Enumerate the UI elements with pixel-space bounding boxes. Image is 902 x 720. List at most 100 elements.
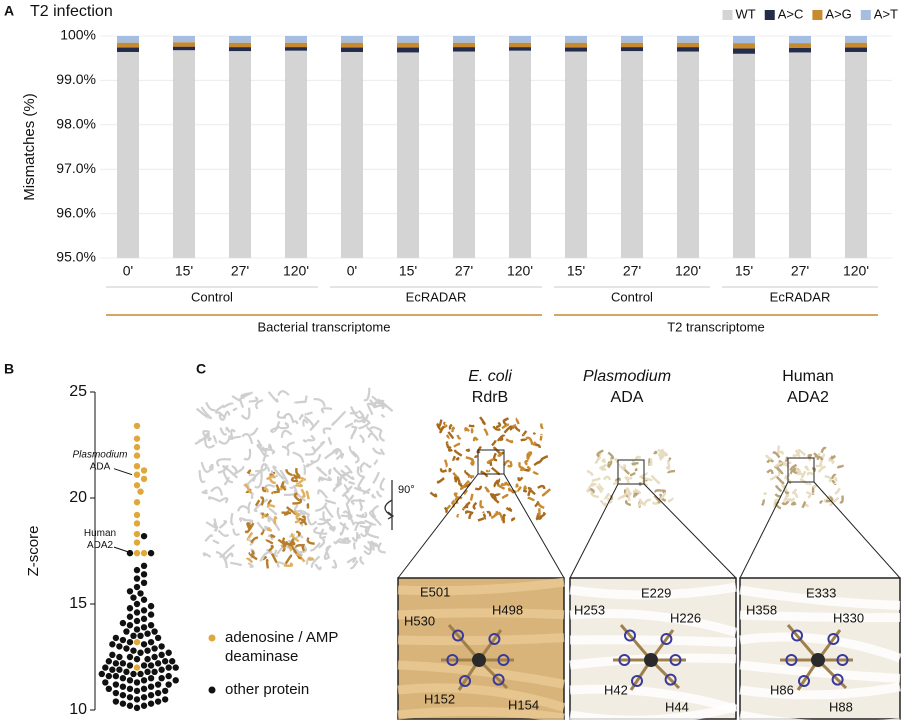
ribbon (816, 455, 824, 461)
ribbon (624, 487, 630, 492)
bar-segment (173, 36, 195, 43)
ribbon (515, 483, 519, 488)
ribbon (801, 501, 807, 509)
ribbon (650, 474, 661, 485)
data-point (140, 615, 148, 623)
ribbon (497, 511, 505, 522)
ribbon (739, 585, 901, 610)
bar-segment (285, 50, 307, 258)
ribbon (830, 473, 837, 480)
ribbon (429, 491, 438, 498)
ribbon (266, 527, 273, 532)
residue-label: H253 (574, 602, 605, 617)
data-point (130, 647, 137, 654)
ribbon (774, 484, 783, 493)
ribbon (305, 490, 310, 500)
ribbon (337, 537, 350, 544)
ribbon (266, 465, 271, 472)
ribbon (230, 512, 234, 526)
ribbon (618, 463, 626, 472)
data-point (123, 645, 130, 652)
data-point (133, 679, 141, 686)
data-point (133, 499, 141, 506)
ribbon (200, 461, 213, 473)
data-point (112, 660, 120, 667)
ribbon (219, 497, 229, 504)
y-axis-label: Mismatches (%) (21, 93, 38, 201)
ribbon (569, 635, 737, 647)
ribbon (648, 458, 653, 466)
x-tick-label: 0' (347, 263, 357, 279)
ribbon (789, 463, 798, 471)
data-point (133, 549, 141, 557)
residue-label: E229 (641, 585, 671, 600)
ribbon (474, 485, 482, 491)
data-point (144, 655, 151, 663)
ribbon (238, 391, 254, 402)
ribbon (266, 475, 276, 481)
ribbon (496, 483, 506, 490)
data-point (154, 689, 162, 697)
bar-segment (845, 47, 867, 52)
legend-label: other protein (225, 681, 309, 698)
data-point (133, 435, 141, 442)
ribbon (284, 554, 293, 565)
data-point (161, 687, 169, 695)
ribbon (340, 469, 355, 480)
ribbon (302, 419, 309, 427)
x-tick-label: 120' (283, 263, 309, 279)
residue-label: H330 (833, 610, 864, 625)
ribbon (797, 448, 807, 457)
y-tick-label: 98.0% (56, 116, 96, 132)
data-point (144, 647, 151, 654)
ribbon (371, 504, 380, 519)
structure-title: Plasmodium (583, 368, 671, 385)
ribbon (596, 449, 604, 458)
ribbon (324, 499, 337, 505)
ribbon (658, 492, 667, 501)
ribbon (766, 458, 775, 464)
data-point (137, 670, 144, 678)
ribbon (282, 537, 287, 545)
data-point (140, 677, 148, 684)
y-tick-label: 15 (69, 595, 87, 612)
ribbon (362, 413, 370, 424)
supergroup-label: Bacterial transcriptome (258, 319, 391, 334)
annotation: Human (84, 528, 116, 539)
annotation-arrow (113, 468, 133, 476)
ribbon (465, 456, 475, 463)
data-point (102, 664, 109, 671)
data-point (147, 611, 155, 618)
residue-label: H154 (508, 697, 539, 712)
ribbon (219, 413, 226, 418)
ribbon (436, 477, 445, 484)
ribbon (535, 443, 542, 449)
ribbon (624, 476, 633, 480)
data-point (140, 562, 148, 570)
ribbon (380, 413, 386, 418)
data-point (119, 700, 127, 707)
ribbon (464, 427, 470, 432)
data-point (130, 632, 137, 639)
ribbon (472, 436, 479, 442)
ribbon (523, 485, 528, 490)
ribbon (613, 457, 619, 463)
ribbon (638, 498, 647, 506)
ribbon (836, 464, 844, 469)
ribbon (232, 528, 240, 536)
ribbon (263, 447, 276, 455)
ribbon (539, 433, 543, 441)
data-point (123, 668, 130, 676)
ring (492, 673, 505, 686)
ribbon (804, 465, 810, 472)
ribbon (784, 474, 792, 483)
ribbon (277, 390, 290, 396)
legend-label: A>C (778, 6, 804, 21)
data-point (116, 653, 123, 661)
bar-segment (173, 46, 195, 51)
ribbon (356, 466, 365, 478)
legend-marker (208, 686, 216, 694)
ribbon (607, 497, 613, 504)
residue-label: E501 (420, 584, 450, 599)
bar-segment (845, 51, 867, 258)
